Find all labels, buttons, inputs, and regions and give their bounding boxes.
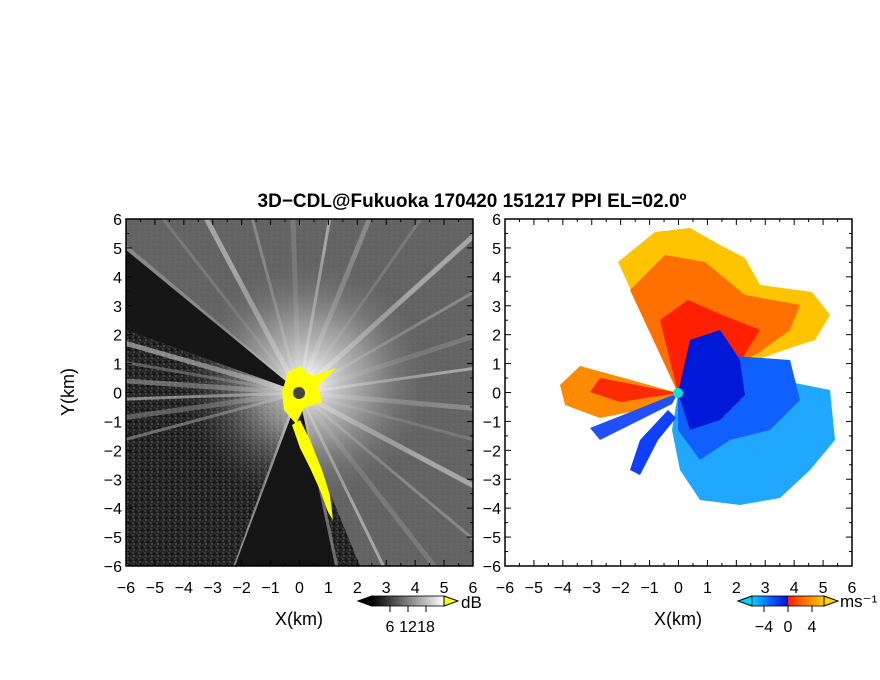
snr-colorbar-tick-label: 12 xyxy=(399,619,417,636)
velocity-colorbar-ticks: −4 0 4 xyxy=(755,606,817,636)
snr-x-tick-label: 0 xyxy=(295,580,304,597)
velocity-colorbar-unit: ms⁻¹ xyxy=(840,592,878,611)
snr-y-tick-label: −3 xyxy=(104,472,122,489)
snr-dark-wedge xyxy=(235,395,335,566)
velocity-x-tick-label: −3 xyxy=(583,580,601,597)
velocity-colorbar-tick-label: 0 xyxy=(784,619,793,636)
snr-x-tick-label: −2 xyxy=(233,580,251,597)
velocity-y-tick-label: 6 xyxy=(492,212,501,229)
snr-colorbar-unit: dB xyxy=(461,593,482,612)
velocity-y-tick-label: −4 xyxy=(483,501,501,518)
velocity-y-tick-label: −1 xyxy=(483,414,501,431)
snr-x-tick-label: 2 xyxy=(353,580,362,597)
snr-y-tick-label: −5 xyxy=(104,530,122,547)
velocity-x-tick-label: −1 xyxy=(640,580,658,597)
velocity-x-tick-label: 5 xyxy=(819,580,828,597)
velocity-x-tick-label: −4 xyxy=(554,580,572,597)
snr-colorbar-tick-label: 6 xyxy=(386,619,395,636)
velocity-west-lobe-core xyxy=(590,378,678,402)
velocity-south-arm xyxy=(630,410,676,475)
velocity-x-tick-label: 0 xyxy=(674,580,683,597)
snr-y-tick-label: −2 xyxy=(104,443,122,460)
velocity-y-tick-label: −3 xyxy=(483,472,501,489)
snr-y-tick-label: −6 xyxy=(104,559,122,576)
velocity-y-tick-label: 2 xyxy=(492,328,501,345)
snr-panel: −6 −5 −4 −3 −2 −1 0 1 2 3 4 5 6 6 5 4 3 2 1 0 −1 −2 −3 −4 −5 −6 Y… xyxy=(58,212,478,629)
snr-x-tick-label: 5 xyxy=(440,580,449,597)
velocity-colorbar-high-arrow xyxy=(823,595,840,607)
snr-x-tick-label: −3 xyxy=(204,580,222,597)
snr-colorbar-tick-label: 18 xyxy=(417,619,435,636)
velocity-y-tick-label: −6 xyxy=(483,559,501,576)
snr-colorbar: 6 12 18 dB xyxy=(356,593,482,636)
velocity-y-tick-label: −2 xyxy=(483,443,501,460)
snr-x-tick-label: −1 xyxy=(261,580,279,597)
snr-x-tick-label: −5 xyxy=(146,580,164,597)
velocity-y-tick-label: 5 xyxy=(492,241,501,258)
snr-y-tick-label: 6 xyxy=(113,212,122,229)
snr-x-tick-label: 3 xyxy=(382,580,391,597)
snr-y-tick-label: −4 xyxy=(104,501,122,518)
snr-y-tick-label: 3 xyxy=(113,299,122,316)
velocity-colorbar: −4 0 4 ms⁻¹ xyxy=(736,592,878,636)
velocity-y-tick-label: 4 xyxy=(492,270,501,287)
velocity-colorbar-tick-label: 4 xyxy=(808,619,817,636)
snr-colorbar-high-arrow xyxy=(443,595,460,607)
velocity-near-negative xyxy=(678,330,745,430)
snr-y-tick-label: 1 xyxy=(113,357,122,374)
velocity-y-tick-label: 0 xyxy=(492,386,501,403)
snr-colorbar-ticks: 6 12 18 xyxy=(386,606,435,636)
velocity-y-tick-label: 3 xyxy=(492,299,501,316)
velocity-x-tick-label: 6 xyxy=(848,580,857,597)
snr-x-tick-label: 1 xyxy=(324,580,333,597)
snr-radar-site xyxy=(293,387,305,399)
velocity-x-tick-label: −6 xyxy=(496,580,514,597)
velocity-x-tick-label: −2 xyxy=(612,580,630,597)
snr-y-tick-label: 0 xyxy=(113,386,122,403)
velocity-y-tick-label: −5 xyxy=(483,530,501,547)
velocity-x-tick-label: 2 xyxy=(732,580,741,597)
velocity-x-tick-label: −5 xyxy=(525,580,543,597)
velocity-colorbar-low-arrow xyxy=(736,595,753,607)
velocity-panel: −6 −5 −4 −3 −2 −1 0 1 2 3 4 5 6 6 5 4 3 2 1 0 −1 −2 −3 −4 −5 −6 X… xyxy=(483,212,857,629)
snr-x-axis-label: X(km) xyxy=(275,609,323,629)
snr-axes: −6 −5 −4 −3 −2 −1 0 1 2 3 4 5 6 6 5 4 3 2 1 0 −1 −2 −3 −4 −5 −6 xyxy=(104,212,478,597)
snr-y-axis-label: Y(km) xyxy=(58,368,78,416)
snr-x-tick-label: 4 xyxy=(411,580,420,597)
velocity-x-tick-label: 4 xyxy=(790,580,799,597)
snr-y-tick-label: 5 xyxy=(113,241,122,258)
snr-dark-sector xyxy=(126,250,299,392)
snr-colorbar-bar xyxy=(371,595,445,607)
snr-y-tick-label: −1 xyxy=(104,414,122,431)
velocity-x-axis-label: X(km) xyxy=(654,609,702,629)
velocity-colorbar-bar xyxy=(751,595,825,607)
velocity-radar-site xyxy=(673,388,683,398)
snr-y-tick-label: 4 xyxy=(113,270,122,287)
figure-title: 3D−CDL@Fukuoka 170420 151217 PPI EL=02.0… xyxy=(258,191,687,212)
snr-colorbar-low-arrow xyxy=(356,595,373,607)
velocity-axes: −6 −5 −4 −3 −2 −1 0 1 2 3 4 5 6 6 5 4 3 2 1 0 −1 −2 −3 −4 −5 −6 xyxy=(483,212,857,597)
velocity-southwest-band xyxy=(590,393,678,440)
velocity-x-tick-label: 3 xyxy=(761,580,770,597)
snr-y-tick-label: 2 xyxy=(113,328,122,345)
velocity-colorbar-tick-label: −4 xyxy=(755,619,773,636)
velocity-y-tick-label: 1 xyxy=(492,357,501,374)
snr-x-tick-label: 6 xyxy=(469,580,478,597)
velocity-x-tick-label: 1 xyxy=(703,580,712,597)
snr-flag-region xyxy=(282,366,336,520)
snr-x-tick-label: −4 xyxy=(175,580,193,597)
snr-x-tick-label: −6 xyxy=(117,580,135,597)
